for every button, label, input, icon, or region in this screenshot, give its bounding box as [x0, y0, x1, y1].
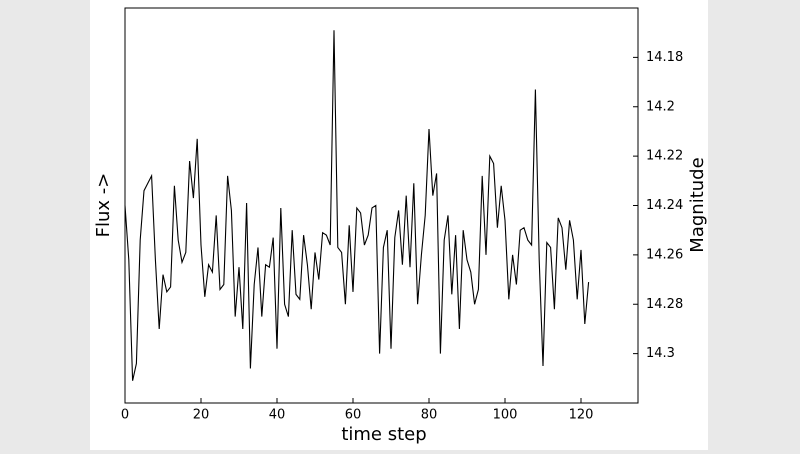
- y-tick-label: 14.24: [646, 198, 683, 213]
- y-tick-label: 14.26: [646, 247, 683, 262]
- y-axis-label-right: Magnitude: [687, 157, 708, 252]
- right-margin: [708, 0, 800, 450]
- data-line: [124, 30, 590, 381]
- y-tick-label: 14.22: [646, 149, 683, 164]
- x-axis-label: time step: [341, 424, 426, 445]
- x-tick-label: 40: [269, 408, 286, 423]
- y-tick-label: 14.28: [646, 297, 683, 312]
- y-axis-label-left: Flux ->: [93, 173, 114, 238]
- x-tick-label: 120: [569, 408, 594, 423]
- x-tick-label: 20: [193, 408, 210, 423]
- left-margin: [0, 0, 90, 450]
- y-tick-label: 14.3: [646, 346, 675, 361]
- x-tick-label: 0: [121, 408, 129, 423]
- x-tick-label: 100: [493, 408, 518, 423]
- y-tick-label: 14.18: [646, 50, 683, 65]
- x-tick-label: 60: [345, 408, 362, 423]
- y-tick-label: 14.2: [646, 99, 675, 114]
- x-tick-label: 80: [421, 408, 438, 423]
- figure-background: [90, 0, 708, 450]
